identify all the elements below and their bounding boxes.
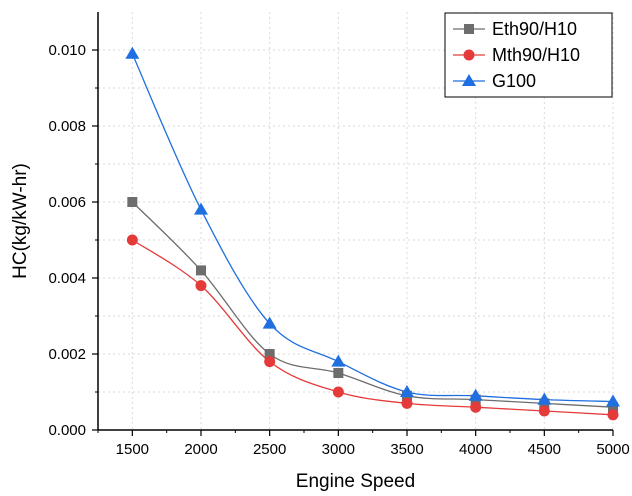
x-tick-label: 4500 <box>528 441 561 458</box>
data-point-mth90-h10 <box>607 409 619 421</box>
y-tick-label: 0.002 <box>48 346 86 363</box>
data-point-g100 <box>606 394 620 407</box>
legend-label-g100: G100 <box>492 71 536 91</box>
legend-marker-mth90-h10 <box>463 49 475 61</box>
y-tick-label: 0.006 <box>48 194 86 211</box>
x-tick-label: 2500 <box>253 441 286 458</box>
data-point-mth90-h10 <box>332 386 344 398</box>
x-tick-label: 2000 <box>184 441 217 458</box>
x-tick-label: 5000 <box>596 441 629 458</box>
legend-label-mth90-h10: Mth90/H10 <box>492 45 580 65</box>
data-point-eth90-h10 <box>264 349 275 359</box>
data-point-g100 <box>125 46 140 59</box>
data-point-mth90-h10 <box>470 401 482 413</box>
y-tick-label: 0.004 <box>48 270 86 287</box>
axes <box>97 12 613 431</box>
data-point-mth90-h10 <box>401 397 413 409</box>
series-line-g100 <box>131 53 614 403</box>
data-point-eth90-h10 <box>333 368 344 378</box>
y-axis-ticks: 0.000 0.002 0.004 0.006 0.008 0.010 <box>48 42 98 439</box>
data-point-mth90-h10 <box>264 356 276 368</box>
legend: Eth90/H10 Mth90/H10 G100 <box>444 12 613 98</box>
data-point-mth90-h10 <box>538 405 550 417</box>
x-tick-label: 4000 <box>459 441 492 458</box>
x-tick-label: 3000 <box>322 441 355 458</box>
x-axis-title: Engine Speed <box>296 471 415 492</box>
series-markers <box>125 46 620 421</box>
legend-marker-eth90-h10 <box>464 24 474 34</box>
series-line-eth90-h10 <box>131 201 614 408</box>
data-point-eth90-h10 <box>608 402 618 413</box>
data-point-g100 <box>331 354 346 367</box>
data-point-g100 <box>537 392 552 405</box>
legend-label-eth90-h10: Eth90/H10 <box>492 19 577 39</box>
data-point-g100 <box>194 202 208 215</box>
data-point-g100 <box>262 316 277 329</box>
data-point-eth90-h10 <box>127 197 138 207</box>
series-lines <box>131 53 614 416</box>
y-tick-label: 0.000 <box>48 422 86 439</box>
x-tick-label: 3500 <box>390 441 423 458</box>
legend-marker-g100 <box>462 74 476 86</box>
data-point-g100 <box>400 385 414 397</box>
y-tick-label: 0.008 <box>48 118 86 135</box>
y-axis-title: HC(kg/kW-hr) <box>10 163 31 279</box>
y-tick-label: 0.010 <box>48 42 86 59</box>
x-tick-label: 1500 <box>116 441 149 458</box>
data-point-mth90-h10 <box>195 280 207 292</box>
data-point-g100 <box>468 388 483 401</box>
data-point-eth90-h10 <box>196 265 206 276</box>
x-axis-ticks: 1500 2000 2500 3000 3500 4000 4500 5000 <box>97 430 630 458</box>
grid-lines <box>98 12 614 430</box>
data-point-mth90-h10 <box>126 234 138 246</box>
